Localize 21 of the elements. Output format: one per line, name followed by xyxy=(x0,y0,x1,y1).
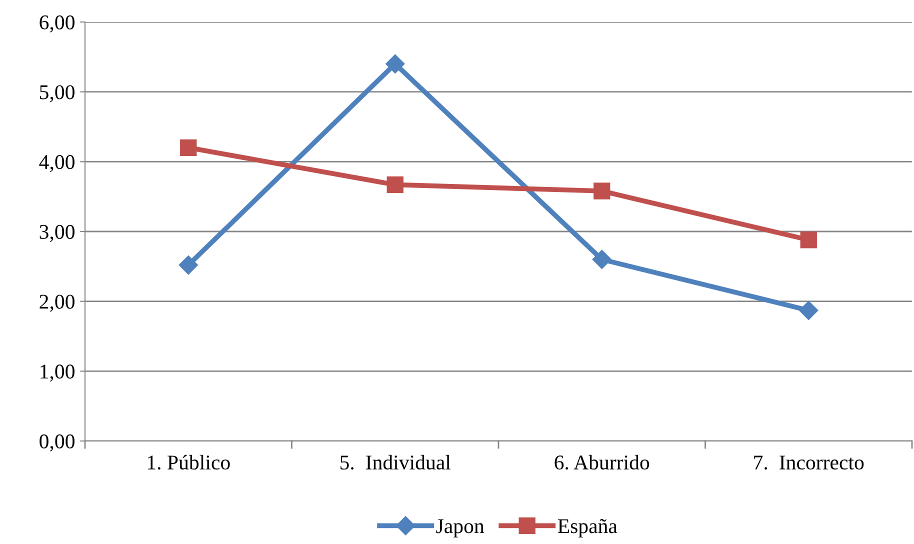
x-tick-label: 7. Incorrecto xyxy=(754,456,864,470)
legend-label: Japon xyxy=(436,519,484,538)
y-tick-label: 1,00 xyxy=(40,364,74,382)
point xyxy=(800,232,817,248)
point xyxy=(180,139,197,156)
point xyxy=(386,54,405,74)
y-tick-label: 3,00 xyxy=(40,224,74,242)
point xyxy=(799,300,818,320)
x-tick-label: 5. Individual xyxy=(340,454,451,470)
legend-label: España xyxy=(558,518,618,538)
x-tick-label: 1. Público xyxy=(148,454,230,470)
y-tick-label: 0,00 xyxy=(40,434,74,452)
point xyxy=(386,176,404,194)
point xyxy=(592,250,612,269)
y-tick-label: 4,00 xyxy=(39,155,74,172)
x-tick-label: 6. Aburrido xyxy=(554,454,650,470)
y-tick-label: 5,00 xyxy=(40,85,74,102)
point xyxy=(594,182,610,200)
y-tick-label: 6,00 xyxy=(40,15,74,32)
point xyxy=(178,255,198,275)
y-tick-label: 2,00 xyxy=(40,294,74,312)
